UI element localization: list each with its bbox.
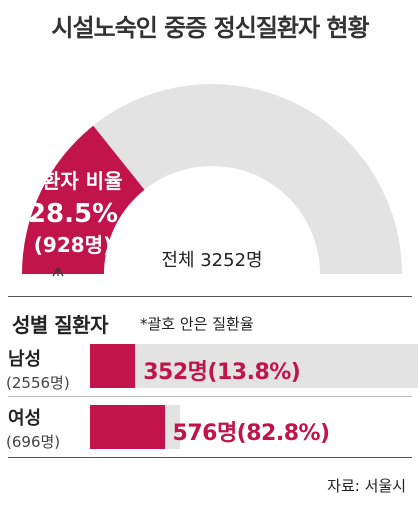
bar-female <box>90 405 165 449</box>
half-donut-chart: 질환자 비율 28.5% (928명) 전체 3252명 <box>22 84 403 277</box>
bar-track-male <box>90 344 418 388</box>
bar-male <box>90 344 136 388</box>
bar-value-label-female: 576명(82.8%) <box>172 421 331 446</box>
highlight-count: (928명) <box>34 233 112 257</box>
section-divider <box>8 296 412 297</box>
bar-category-label-female: 여성 <box>8 408 42 429</box>
row-divider <box>8 396 412 397</box>
callout-pointer <box>52 266 64 277</box>
highlight-label: 질환자 비율 <box>24 169 123 193</box>
bar-value-label-male: 352명(13.8%) <box>143 360 301 385</box>
total-label: 전체 3252명 <box>161 250 262 271</box>
donut-highlight-segment <box>22 125 145 274</box>
donut-rest-segment <box>93 84 403 274</box>
bar-section-note: *괄호 안은 질환율 <box>140 315 254 333</box>
source-note: 자료: 서울시 <box>327 477 406 495</box>
footer-divider <box>8 457 412 458</box>
bar-track-female <box>90 405 180 449</box>
bar-section-title: 성별 질환자 <box>12 313 108 337</box>
bar-category-sub-male: (2556명) <box>6 374 70 392</box>
bar-category-sub-female: (696명) <box>6 433 61 451</box>
chart-title: 시설노숙인 중증 정신질환자 현황 <box>51 14 369 42</box>
bar-category-label-male: 남성 <box>8 349 42 370</box>
highlight-percent: 28.5% <box>28 199 118 229</box>
